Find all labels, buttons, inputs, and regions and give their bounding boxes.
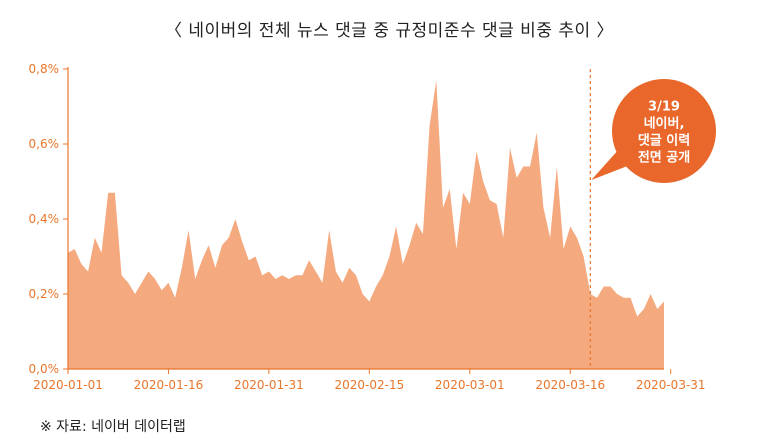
chart-title: 〈 네이버의 전체 뉴스 댓글 중 규정미준수 댓글 비중 추이 〉 [164, 21, 615, 41]
x-tick-label: 2020-01-31 [234, 378, 304, 392]
callout-text-line: 네이버, [644, 116, 685, 132]
callout-text-line: 3/19 [648, 100, 680, 115]
callout-text-line: 전면 공개 [638, 150, 690, 166]
source-note: ※ 자료: 네이버 데이터랩 [40, 419, 186, 435]
area-series [68, 80, 664, 369]
callout-text-line: 댓글 이력 [638, 133, 690, 149]
y-tick-label: 0,2% [29, 287, 60, 301]
x-tick-label: 2020-03-16 [535, 378, 605, 392]
x-tick-label: 2020-02-15 [334, 378, 404, 392]
x-tick-label: 2020-03-31 [636, 378, 706, 392]
callout-bubble [612, 79, 716, 183]
x-tick-label: 2020-01-01 [33, 378, 103, 392]
y-tick-label: 0,6% [29, 137, 60, 151]
y-tick-label: 0,4% [29, 212, 60, 226]
y-tick-label: 0,0% [29, 362, 60, 376]
y-tick-label: 0,8% [29, 62, 60, 76]
x-tick-label: 2020-01-16 [134, 378, 204, 392]
x-tick-label: 2020-03-01 [435, 378, 505, 392]
